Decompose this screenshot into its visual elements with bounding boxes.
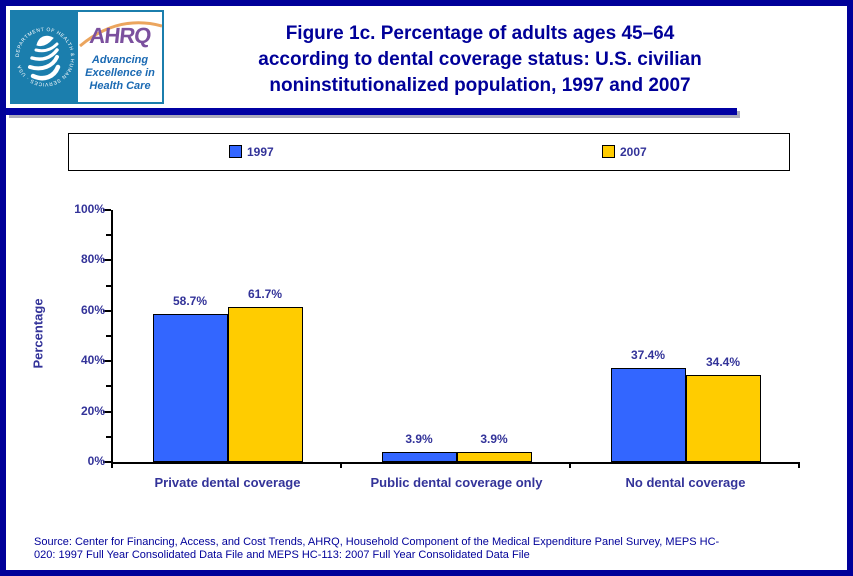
bar-value-label: 61.7%: [247, 286, 283, 301]
ahrq-hhs-logo: DEPARTMENT OF HEALTH & HUMAN SERVICES · …: [10, 10, 164, 104]
legend-label: 2007: [620, 144, 647, 159]
figure-title-line: noninstitutionalized population, 1997 an…: [269, 75, 691, 96]
bar-2007: [227, 306, 303, 462]
x-boundary-tick: [111, 462, 113, 468]
category-label: No dental coverage: [625, 475, 746, 490]
legend-label: 1997: [247, 144, 274, 159]
bar-value-label: 34.4%: [705, 355, 741, 370]
ahrq-arc-icon: [79, 21, 162, 48]
bar-value-label: 3.9%: [480, 432, 508, 447]
y-major-tick: [103, 209, 111, 211]
legend-swatch-2007: [602, 145, 615, 158]
hhs-seal: DEPARTMENT OF HEALTH & HUMAN SERVICES · …: [12, 12, 78, 102]
legend-swatch-1997: [229, 145, 242, 158]
y-tick-label: 40%: [80, 353, 105, 368]
ahrq-wordmark: AHRQ: [88, 23, 152, 48]
y-minor-tick: [106, 284, 111, 287]
bar-1997: [381, 452, 457, 462]
legend-item-2007: 2007: [602, 134, 647, 169]
bar-1997: [610, 367, 686, 462]
y-tick-label: 20%: [80, 403, 105, 418]
bar-2007: [456, 452, 532, 462]
chart-legend: 1997 2007: [68, 133, 790, 171]
y-major-tick: [103, 410, 111, 413]
source-line: 020: 1997 Full Year Consolidated Data Fi…: [34, 549, 530, 561]
y-minor-tick: [106, 335, 111, 337]
y-tick-label: 0%: [87, 454, 105, 468]
source-note: Source: Center for Financing, Access, an…: [34, 536, 834, 562]
y-major-tick: [103, 259, 111, 262]
bar-2007: [685, 375, 761, 462]
bar-value-label: 37.4%: [630, 347, 666, 362]
category-label: Private dental coverage: [154, 475, 301, 490]
x-axis-line: [111, 462, 800, 464]
y-tick-label: 80%: [80, 252, 105, 267]
ahrq-logo-panel: AHRQ Advancing Excellence in Health Care: [78, 12, 162, 102]
y-axis-title: Percentage: [30, 298, 46, 369]
hhs-eagle-icon: DEPARTMENT OF HEALTH & HUMAN SERVICES · …: [15, 27, 75, 87]
figure-title-line: according to dental coverage status: U.S…: [258, 49, 702, 70]
header-divider-rule: [6, 108, 737, 115]
y-tick-label: 100%: [74, 202, 105, 216]
figure-title-line: Figure 1c. Percentage of adults ages 45–…: [285, 23, 675, 44]
y-minor-tick: [106, 385, 111, 388]
category-label: Public dental coverage only: [370, 475, 543, 490]
x-boundary-tick: [569, 462, 571, 468]
figure-title: Figure 1c. Percentage of adults ages 45–…: [170, 21, 790, 99]
bar-value-label: 3.9%: [405, 432, 433, 447]
legend-item-1997: 1997: [229, 134, 274, 169]
bar-value-label: 58.7%: [172, 294, 208, 309]
y-major-tick: [103, 309, 111, 312]
y-minor-tick: [106, 435, 111, 438]
bar-1997: [152, 314, 228, 462]
y-minor-tick: [106, 234, 111, 237]
y-major-tick: [103, 461, 111, 463]
y-tick-label: 60%: [80, 302, 105, 317]
x-boundary-tick: [340, 462, 342, 468]
y-major-tick: [103, 360, 111, 363]
ahrq-tagline: Advancing Excellence in Health Care: [85, 54, 155, 92]
x-boundary-tick: [798, 462, 800, 468]
y-axis-line: [111, 210, 113, 464]
source-line: Source: Center for Financing, Access, an…: [34, 536, 720, 548]
